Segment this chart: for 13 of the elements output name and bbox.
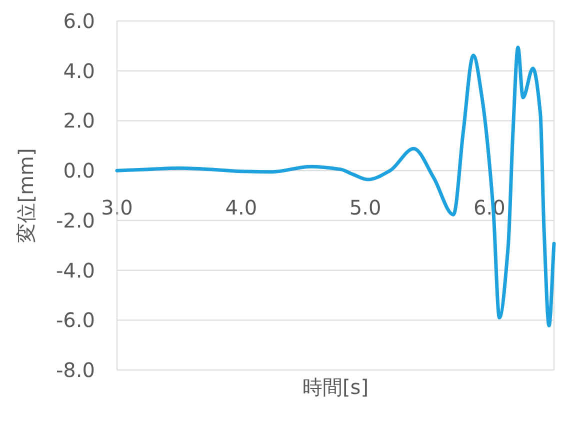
- x-tick-label: 4.0: [225, 196, 258, 220]
- y-tick-label: 2.0: [63, 108, 95, 133]
- y-tick-label: 4.0: [63, 58, 95, 83]
- y-tick-label: -4.0: [56, 258, 95, 282]
- x-tick-label: 5.0: [349, 196, 382, 220]
- y-tick-label: -6.0: [56, 308, 95, 332]
- x-tick-label: 3.0: [101, 196, 133, 220]
- x-axis-title: 時間[s]: [302, 375, 369, 399]
- y-tick-label: 0.0: [63, 158, 95, 183]
- y-tick-label: -2.0: [56, 208, 95, 232]
- y-axis-title: 変位[mm]: [14, 148, 38, 243]
- y-tick-label: 6.0: [63, 9, 95, 33]
- y-tick-label: -8.0: [56, 358, 95, 382]
